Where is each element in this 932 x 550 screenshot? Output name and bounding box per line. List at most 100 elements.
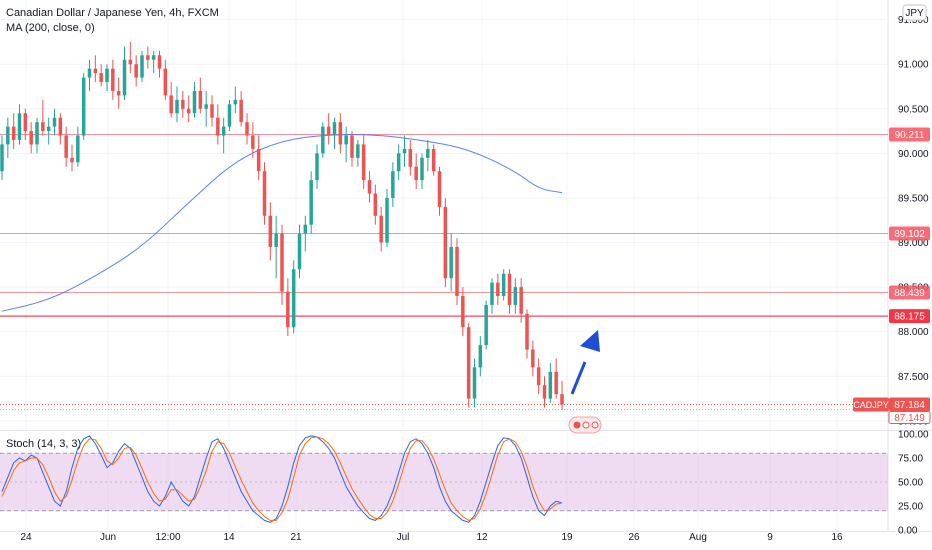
candle-body[interactable] [350,135,354,158]
candle-body[interactable] [536,367,541,386]
candle-body[interactable] [134,64,138,78]
candle-body[interactable] [391,171,395,198]
candle-body[interactable] [408,148,413,167]
candle-body[interactable] [472,367,477,399]
candle-body[interactable] [490,282,494,305]
candle-body[interactable] [146,55,150,60]
candle-body[interactable] [426,148,430,158]
candle-body[interactable] [542,385,547,399]
candle-body[interactable] [478,345,483,368]
candle-body[interactable] [402,148,407,154]
candle-body[interactable] [548,371,553,399]
candle-body[interactable] [466,327,471,399]
candle-body[interactable] [181,99,185,109]
candle-body[interactable] [513,287,518,305]
candle-body[interactable] [291,269,296,328]
candle-body[interactable] [373,193,378,216]
candle-body[interactable] [496,282,500,297]
candle-body[interactable] [169,95,173,114]
candle-body[interactable] [99,73,103,83]
stoch-label[interactable]: Stoch (14, 3, 3) [6,438,81,450]
candle-body[interactable] [379,215,383,243]
candle-body[interactable] [338,122,343,145]
candle-body[interactable] [326,126,331,136]
stoch-k-line[interactable] [1,435,563,523]
candle-body[interactable] [198,90,203,109]
candle-body[interactable] [443,206,448,279]
candle-body[interactable] [128,59,133,65]
candle-body[interactable] [484,304,488,346]
candle-body[interactable] [414,166,418,181]
candle-body[interactable] [437,171,442,207]
candle-body[interactable] [245,122,249,136]
candle-body[interactable] [449,246,453,279]
candle-body[interactable] [11,126,16,140]
candle-body[interactable] [461,296,465,328]
ma-200-line[interactable] [1,134,563,312]
currency-badge[interactable] [902,4,927,21]
candle-body[interactable] [420,157,424,181]
up-arrow-shaft[interactable] [570,361,587,395]
stoch-d-line[interactable] [1,436,563,521]
candle-body[interactable] [163,68,168,96]
candle-body[interactable] [268,215,273,247]
candle-body[interactable] [239,99,243,123]
candle-body[interactable] [321,126,325,154]
candle-body[interactable] [157,55,162,69]
candle-body[interactable] [361,144,366,181]
candle-body[interactable] [315,153,319,181]
candle-body[interactable] [525,313,529,350]
candle-body[interactable] [140,55,144,78]
candle-body[interactable] [175,99,179,114]
candle-body[interactable] [256,148,261,172]
candle-body[interactable] [332,122,337,136]
up-arrow-head[interactable] [580,330,600,352]
candle-body[interactable] [309,180,313,225]
candle-body[interactable] [81,77,86,136]
candle-body[interactable] [431,148,436,172]
candle-body[interactable] [192,90,197,114]
candle-body[interactable] [531,349,535,368]
candle-body[interactable] [286,291,290,328]
candle-body[interactable] [35,122,39,145]
candle-body[interactable] [70,157,74,163]
candle-body[interactable] [151,55,156,60]
candle-body[interactable] [554,371,558,395]
candle-body[interactable] [204,104,208,109]
candle-body[interactable] [501,273,506,297]
candle-body[interactable] [385,197,389,243]
candle-body[interactable] [111,68,115,91]
candle-body[interactable] [455,246,459,297]
candle-body[interactable] [17,113,22,140]
candle-body[interactable] [227,104,232,127]
candle-body[interactable] [52,117,57,127]
candle-body[interactable] [356,144,360,158]
candle-body[interactable] [87,68,92,78]
candle-body[interactable] [0,144,4,172]
candle-body[interactable] [210,104,214,118]
candle-body[interactable] [122,59,127,96]
ma-indicator-label[interactable]: MA (200, close, 0) [6,22,95,34]
candle-body[interactable] [251,135,255,149]
candle-body[interactable] [560,394,564,405]
candle-body[interactable] [303,224,308,234]
candle-body[interactable] [6,126,10,145]
symbol-title[interactable]: Canadian Dollar / Japanese Yen, 4h, FXCM [6,7,219,19]
candle-body[interactable] [105,68,109,83]
candle-body[interactable] [280,233,284,292]
candle-body[interactable] [367,180,372,194]
candle-body[interactable] [297,233,302,270]
candle-body[interactable] [274,233,278,247]
candle-body[interactable] [93,68,98,74]
candle-body[interactable] [344,135,348,145]
candle-body[interactable] [221,126,226,136]
candle-body[interactable] [116,90,121,96]
candle-body[interactable] [58,117,63,136]
candle-body[interactable] [41,122,45,132]
candle-body[interactable] [76,135,80,163]
candle-body[interactable] [186,108,191,114]
candle-body[interactable] [46,126,51,132]
candle-body[interactable] [216,117,220,136]
candle-body[interactable] [64,135,68,158]
